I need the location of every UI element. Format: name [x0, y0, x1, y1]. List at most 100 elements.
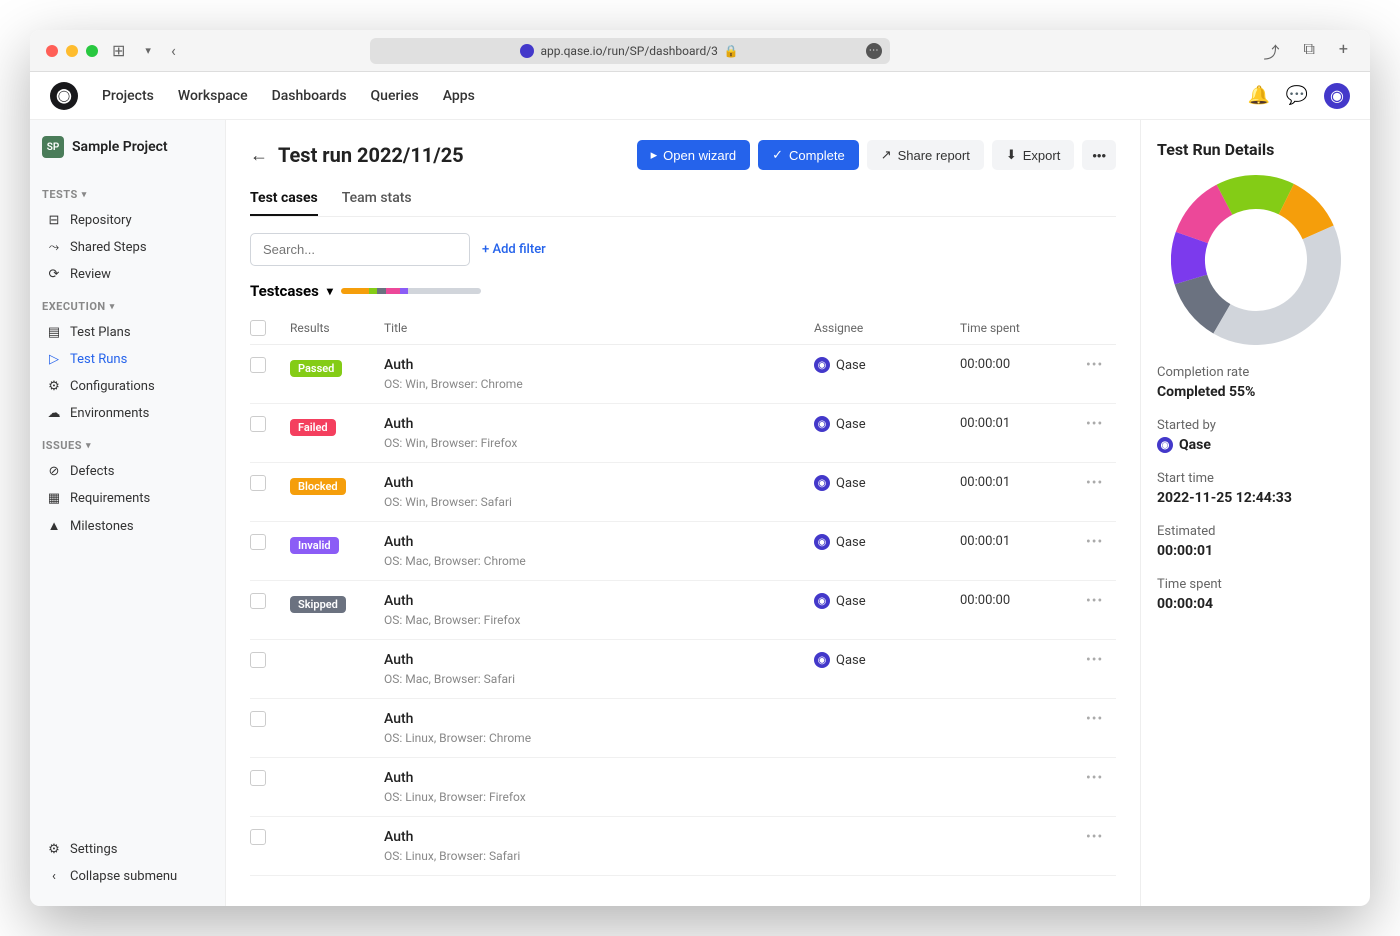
status-pill: Invalid [290, 537, 339, 554]
user-avatar-icon[interactable]: ◉ [1324, 83, 1350, 109]
estimated-label: Estimated [1157, 524, 1354, 539]
maximize-window-icon[interactable] [86, 45, 98, 57]
table-row[interactable]: BlockedAuthOS: Win, Browser: Safari◉Qase… [250, 463, 1116, 522]
table-row[interactable]: AuthOS: Linux, Browser: Chrome••• [250, 699, 1116, 758]
minimize-window-icon[interactable] [66, 45, 78, 57]
chrome-right-buttons: ⤴ ⧉ + [1257, 39, 1354, 63]
sidebar-item-settings[interactable]: ⚙Settings [42, 836, 213, 863]
testcase-subtitle: OS: Linux, Browser: Firefox [384, 790, 798, 804]
sidebar-item-repository[interactable]: ⊟Repository [42, 207, 213, 234]
new-tab-icon[interactable]: + [1333, 39, 1354, 63]
progress-segment [386, 288, 400, 294]
tab-team-stats[interactable]: Team stats [342, 182, 412, 216]
sidebar-toggle-icon[interactable]: ⊞ [106, 41, 131, 60]
row-more-icon[interactable]: ••• [1086, 829, 1116, 845]
tabs-icon[interactable]: ⧉ [1297, 39, 1320, 63]
sidebar-item-defects[interactable]: ⊘Defects [42, 458, 213, 485]
main-nav: Projects Workspace Dashboards Queries Apps [102, 88, 475, 104]
nav-workspace[interactable]: Workspace [178, 88, 248, 104]
qase-icon: ◉ [1157, 437, 1173, 453]
table-row[interactable]: InvalidAuthOS: Mac, Browser: Chrome◉Qase… [250, 522, 1116, 581]
select-all-checkbox[interactable] [250, 320, 266, 336]
chevron-down-icon[interactable]: ▾ [139, 44, 157, 57]
table-row[interactable]: FailedAuthOS: Win, Browser: Firefox◉Qase… [250, 404, 1116, 463]
row-more-icon[interactable]: ••• [1086, 711, 1116, 727]
url-text: app.qase.io/run/SP/dashboard/3 [540, 44, 717, 58]
export-button[interactable]: ⬇Export [992, 140, 1074, 170]
complete-button[interactable]: ✓Complete [758, 140, 859, 170]
sidebar-item-shared-steps[interactable]: ⤳Shared Steps [42, 234, 213, 261]
share-report-button[interactable]: ↗Share report [867, 140, 984, 170]
notifications-icon[interactable]: 🔔 [1248, 85, 1270, 107]
sidebar-item-requirements[interactable]: ▦Requirements [42, 485, 213, 512]
time-spent-cell: 00:00:01 [960, 416, 1070, 431]
row-checkbox[interactable] [250, 711, 266, 727]
row-checkbox[interactable] [250, 770, 266, 786]
open-wizard-button[interactable]: ▸Open wizard [637, 140, 751, 170]
completion-label: Completion rate [1157, 365, 1354, 380]
add-filter-button[interactable]: + Add filter [482, 242, 546, 257]
share-icon[interactable]: ⤴ [1257, 39, 1285, 63]
row-checkbox[interactable] [250, 829, 266, 845]
close-window-icon[interactable] [46, 45, 58, 57]
row-checkbox[interactable] [250, 652, 266, 668]
testcase-subtitle: OS: Mac, Browser: Safari [384, 672, 798, 686]
row-checkbox[interactable] [250, 593, 266, 609]
testcase-subtitle: OS: Win, Browser: Safari [384, 495, 798, 509]
extension-badge-icon[interactable]: ⋯ [866, 43, 882, 59]
chevron-down-icon[interactable]: ▾ [327, 284, 333, 298]
row-checkbox[interactable] [250, 357, 266, 373]
testcase-title: Auth [384, 711, 798, 727]
row-checkbox[interactable] [250, 416, 266, 432]
row-more-icon[interactable]: ••• [1086, 652, 1116, 668]
sidebar-section-issues[interactable]: ISSUES ▾ [42, 439, 213, 452]
table-header: Results Title Assignee Time spent [250, 312, 1116, 345]
sidebar-section-execution[interactable]: EXECUTION ▾ [42, 300, 213, 313]
table-row[interactable]: PassedAuthOS: Win, Browser: Chrome◉Qase0… [250, 345, 1116, 404]
estimated-value: 00:00:01 [1157, 543, 1354, 559]
tab-test-cases[interactable]: Test cases [250, 182, 318, 216]
url-bar[interactable]: app.qase.io/run/SP/dashboard/3 🔒 ⋯ [370, 38, 890, 64]
nav-dashboards[interactable]: Dashboards [272, 88, 347, 104]
table-row[interactable]: SkippedAuthOS: Mac, Browser: Firefox◉Qas… [250, 581, 1116, 640]
time-spent-cell: 00:00:01 [960, 475, 1070, 490]
sidebar-item-milestones[interactable]: ▲Milestones [42, 512, 213, 540]
sidebar-collapse[interactable]: ‹Collapse submenu [42, 863, 213, 890]
sidebar-item-review[interactable]: ⟳Review [42, 261, 213, 288]
sidebar-item-environments[interactable]: ☁Environments [42, 400, 213, 427]
more-actions-button[interactable]: ••• [1082, 140, 1116, 170]
qase-icon: ◉ [814, 652, 830, 668]
sidebar-item-test-runs[interactable]: ▷Test Runs [42, 346, 213, 373]
column-assignee: Assignee [814, 321, 944, 335]
row-more-icon[interactable]: ••• [1086, 534, 1116, 550]
sidebar-section-tests[interactable]: TESTS ▾ [42, 188, 213, 201]
table-row[interactable]: AuthOS: Linux, Browser: Firefox••• [250, 758, 1116, 817]
row-checkbox[interactable] [250, 534, 266, 550]
nav-queries[interactable]: Queries [371, 88, 419, 104]
back-icon[interactable]: ‹ [165, 41, 182, 60]
row-more-icon[interactable]: ••• [1086, 475, 1116, 491]
nav-apps[interactable]: Apps [443, 88, 475, 104]
qase-icon: ◉ [814, 357, 830, 373]
row-more-icon[interactable]: ••• [1086, 770, 1116, 786]
row-more-icon[interactable]: ••• [1086, 593, 1116, 609]
row-more-icon[interactable]: ••• [1086, 357, 1116, 373]
chat-icon[interactable]: 💬 [1286, 85, 1308, 107]
search-input[interactable] [250, 233, 470, 266]
project-selector[interactable]: SP Sample Project [42, 136, 213, 158]
table-row[interactable]: AuthOS: Linux, Browser: Safari••• [250, 817, 1116, 876]
sidebar-item-configurations[interactable]: ⚙Configurations [42, 373, 213, 400]
nav-projects[interactable]: Projects [102, 88, 154, 104]
testcase-title: Auth [384, 652, 798, 668]
table-row[interactable]: AuthOS: Mac, Browser: Safari◉Qase••• [250, 640, 1116, 699]
qase-icon: ◉ [814, 534, 830, 550]
testcases-label: Testcases [250, 282, 319, 300]
back-arrow-icon[interactable]: ← [250, 145, 268, 166]
row-checkbox[interactable] [250, 475, 266, 491]
configurations-icon: ⚙ [46, 379, 62, 394]
sidebar-item-test-plans[interactable]: ▤Test Plans [42, 319, 213, 346]
browser-chrome: ⊞ ▾ ‹ app.qase.io/run/SP/dashboard/3 🔒 ⋯… [30, 30, 1370, 72]
app-logo-icon[interactable]: ◉ [50, 82, 78, 110]
row-more-icon[interactable]: ••• [1086, 416, 1116, 432]
progress-segment [341, 288, 369, 294]
